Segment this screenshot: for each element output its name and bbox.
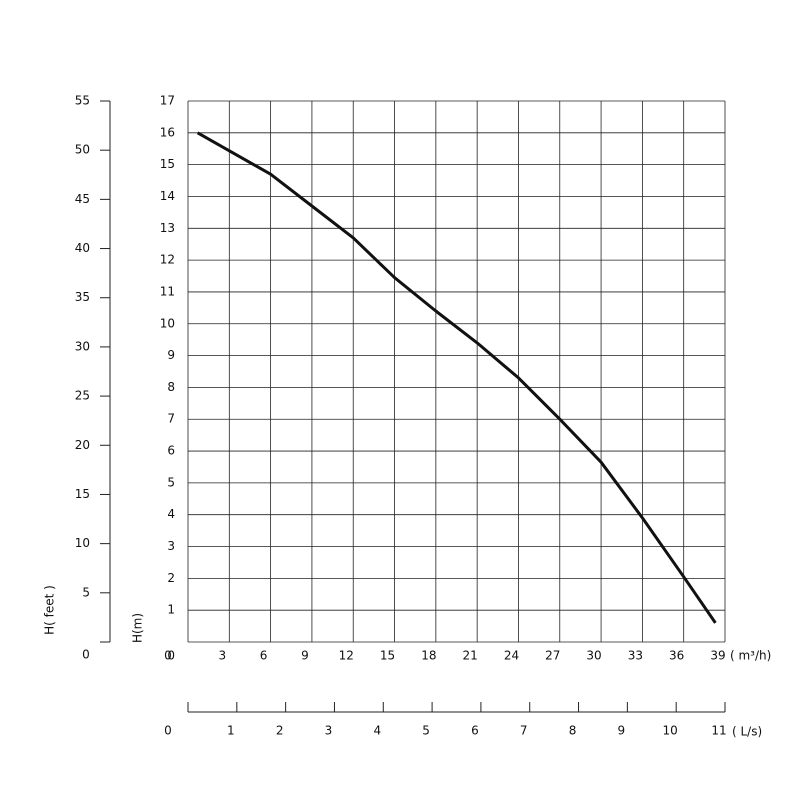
x2-tick-label: 8 bbox=[569, 724, 577, 738]
x2-axis-label: ( L/s) bbox=[732, 725, 762, 739]
x-tick-label: 27 bbox=[545, 649, 560, 663]
x-tick-label: 24 bbox=[504, 649, 519, 663]
y-tick-label: 15 bbox=[160, 157, 175, 171]
x-tick-label: 33 bbox=[628, 649, 643, 663]
x-tick-label: 18 bbox=[421, 649, 436, 663]
y-tick-label: 8 bbox=[167, 380, 175, 394]
x-tick-label: 36 bbox=[669, 649, 684, 663]
x-tick-label: 9 bbox=[301, 649, 309, 663]
y-tick-label: 17 bbox=[160, 94, 175, 108]
x-tick-label: 0 bbox=[164, 649, 172, 663]
y2-tick-label: 50 bbox=[75, 143, 90, 157]
y-tick-label: 12 bbox=[160, 253, 175, 267]
y2-tick-label: 25 bbox=[75, 389, 90, 403]
y-tick-label: 6 bbox=[167, 444, 175, 458]
y2-axis-label: H( feet ) bbox=[43, 585, 57, 635]
y-tick-label: 9 bbox=[167, 348, 175, 362]
y-tick-label: 2 bbox=[167, 571, 175, 585]
y2-tick-label: 0 bbox=[82, 648, 90, 662]
y2-tick-label: 30 bbox=[75, 339, 90, 353]
y-tick-label: 16 bbox=[160, 125, 175, 139]
y-tick-label: 14 bbox=[160, 189, 175, 203]
x-tick-label: 39 bbox=[710, 649, 725, 663]
pump-curve bbox=[196, 131, 717, 624]
x2-tick-label: 5 bbox=[422, 724, 430, 738]
x2-tick-label: 10 bbox=[663, 724, 678, 738]
x-tick-label: 21 bbox=[463, 649, 478, 663]
x2-tick-label: 9 bbox=[618, 724, 626, 738]
y-tick-label: 0 bbox=[167, 649, 175, 663]
x2-tick-label: 2 bbox=[276, 724, 284, 738]
x-tick-label: 3 bbox=[218, 649, 226, 663]
y-tick-label: 10 bbox=[160, 316, 175, 330]
x2-tick-label: 11 bbox=[711, 724, 726, 738]
y-tick-label: 11 bbox=[160, 284, 175, 298]
y-tick-label: 7 bbox=[167, 412, 175, 426]
y-tick-label: 13 bbox=[160, 221, 175, 235]
x-tick-label: 6 bbox=[260, 649, 268, 663]
y2-tick-label: 45 bbox=[75, 192, 90, 206]
x-tick-label: 12 bbox=[339, 649, 354, 663]
x2-tick-label: 0 bbox=[164, 724, 172, 738]
y-tick-label: 4 bbox=[167, 507, 175, 521]
y-tick-label: 1 bbox=[167, 603, 175, 617]
x2-tick-label: 4 bbox=[373, 724, 381, 738]
x2-tick-label: 6 bbox=[471, 724, 479, 738]
x2-tick-label: 7 bbox=[520, 724, 528, 738]
x-tick-label: 30 bbox=[586, 649, 601, 663]
y-tick-label: 3 bbox=[167, 539, 175, 553]
x-axis-label: ( m³/h) bbox=[730, 649, 771, 663]
x-tick-label: 15 bbox=[380, 649, 395, 663]
y2-tick-label: 15 bbox=[75, 487, 90, 501]
y2-tick-label: 20 bbox=[75, 438, 90, 452]
x2-tick-label: 3 bbox=[325, 724, 333, 738]
x2-tick-label: 1 bbox=[227, 724, 235, 738]
y2-tick-label: 35 bbox=[75, 290, 90, 304]
y2-tick-label: 10 bbox=[75, 536, 90, 550]
y-tick-label: 5 bbox=[167, 475, 175, 489]
y2-tick-label: 5 bbox=[82, 585, 90, 599]
y2-tick-label: 40 bbox=[75, 241, 90, 255]
y2-tick-label: 55 bbox=[75, 94, 90, 108]
y-axis-label: H(m) bbox=[131, 613, 145, 643]
